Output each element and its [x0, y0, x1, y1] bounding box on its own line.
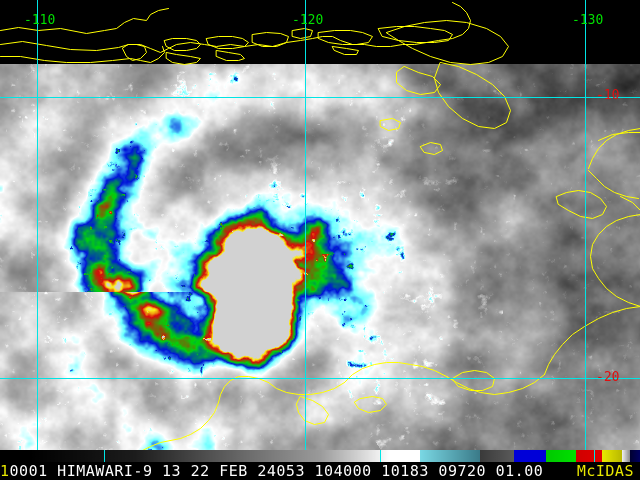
- longitude-label-1: -120: [292, 13, 324, 28]
- color-bar-segment-4: [320, 450, 390, 462]
- color-bar-segment-2: [135, 450, 245, 462]
- satellite-image-canvas: [0, 0, 640, 450]
- color-bar-tick-1: [380, 450, 381, 462]
- color-bar-segment-9: [546, 450, 576, 462]
- color-bar-segment-0: [0, 450, 30, 462]
- caption-prefix: 1: [0, 462, 10, 480]
- color-bar-segment-12: [622, 450, 630, 462]
- latitude-label-1: -20: [596, 370, 620, 385]
- image-caption: 10001 HIMAWARI-9 13 22 FEB 24053 104000 …: [0, 462, 640, 480]
- color-bar-segment-8: [514, 450, 546, 462]
- color-bar-segment-6: [420, 450, 480, 462]
- color-bar-segment-10: [576, 450, 602, 462]
- color-bar-segment-5: [390, 450, 420, 462]
- color-bar-segment-7: [480, 450, 514, 462]
- caption-text: 0001 HIMAWARI-9 13 22 FEB 24053 104000 1…: [9, 462, 544, 480]
- longitude-label-0: -110: [24, 13, 56, 28]
- longitude-label-2: -130: [572, 13, 604, 28]
- color-enhancement-bar: [0, 450, 640, 462]
- ir-imagery: [0, 0, 640, 450]
- color-bar-tick-0: [104, 450, 105, 462]
- mcidas-brand: McIDAS: [576, 462, 634, 480]
- color-bar-segment-3: [245, 450, 320, 462]
- color-bar-tick-2: [594, 450, 595, 462]
- color-bar-segment-13: [630, 450, 640, 462]
- latitude-label-0: -10: [596, 88, 620, 103]
- color-bar-segment-1: [30, 450, 135, 462]
- color-bar-segment-11: [602, 450, 622, 462]
